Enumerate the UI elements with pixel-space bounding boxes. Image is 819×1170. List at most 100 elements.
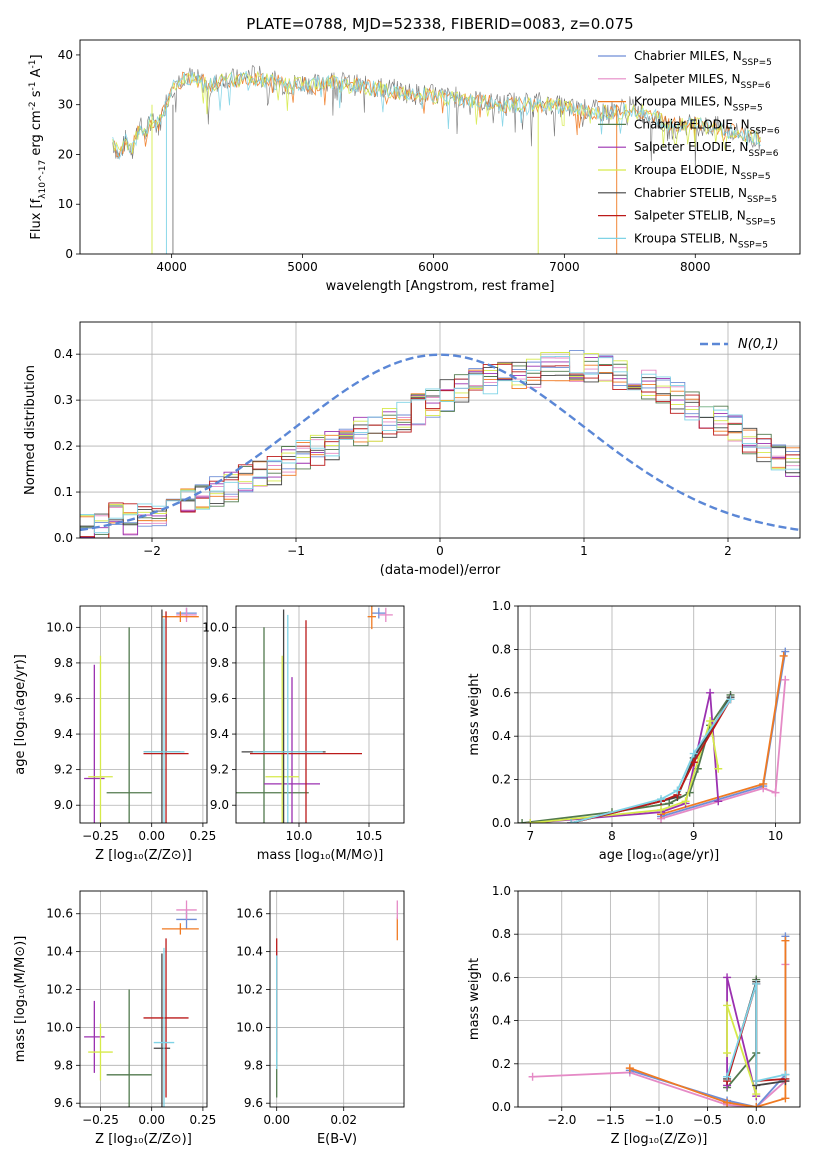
mass-weight-vs-age-marker-6-1 xyxy=(526,819,535,823)
mass-weight-vs-Z-marker-3-3 xyxy=(752,1103,761,1107)
age-vs-mass-ytick-label-0: 9.0 xyxy=(210,798,229,812)
age-vs-mass-plot-area xyxy=(236,606,393,823)
spectrum-panel: 4000 5000 6000 7000 8000 0 10 20 30 40 wavelength … xyxy=(28,39,801,294)
mass-weight-vs-Z-line-3 xyxy=(629,940,787,1107)
residuals-ytick-label-2: 0.2 xyxy=(54,439,73,453)
mass-weight-vs-Z-xtick-label-0: −2.0 xyxy=(547,1113,576,1127)
residuals-ylabel: Normed distribution xyxy=(23,365,38,495)
mass-weight-vs-Z-marker-9-4 xyxy=(781,1070,790,1079)
age-vs-Z-xtick-label-1: 0.00 xyxy=(138,829,165,843)
figure-title: PLATE=0788, MJD=52338, FIBERID=0083, z=0… xyxy=(246,15,633,33)
mass-weight-vs-age-marker-3-3 xyxy=(779,651,788,660)
age-vs-Z-ytick-label-3: 9.6 xyxy=(54,691,73,705)
spectrum-legend-label-6: Kroupa ELODIE, NSSP=5 xyxy=(634,163,771,182)
residuals-xtick-label-4: 2 xyxy=(724,544,732,558)
spectrum-xtick-label-0: 4000 xyxy=(156,260,187,274)
mass-weight-vs-age-marker-5-5 xyxy=(714,797,723,806)
mass-weight-vs-Z-marker-9-1 xyxy=(723,1072,732,1081)
mass-weight-vs-Z-marker-1-1 xyxy=(528,1072,537,1081)
mass-weight-vs-age-ytick-label-4: 0.8 xyxy=(492,642,511,656)
mass-vs-ebv-plot-area xyxy=(276,900,398,1098)
residuals-normal-curve xyxy=(80,353,800,532)
mass-weight-vs-Z-ytick-label-0: 0.0 xyxy=(492,1100,511,1114)
mass-vs-Z-frame xyxy=(79,890,208,1108)
residuals-ytick-label-1: 0.1 xyxy=(54,485,73,499)
residuals-legend-label: N(0,1) xyxy=(738,337,779,352)
spectrum-ytick-label-3: 30 xyxy=(58,98,73,112)
residuals-plot-area xyxy=(80,350,800,538)
mass-weight-vs-Z-ytick-label-4: 0.8 xyxy=(492,927,511,941)
spectrum-legend-label-4: Chabrier ELODIE, NSSP=6 xyxy=(634,117,780,136)
spectrum-model-line-9 xyxy=(112,70,761,161)
mass-weight-vs-age-marker-4-1 xyxy=(518,819,527,823)
mass-weight-vs-Z-panel: −2.0 −1.5 −1.0 −0.5 0.0 0.0 0.2 0.4 0.6 0.8 1.0 Z [… xyxy=(467,884,801,1147)
age-vs-Z-plot-area xyxy=(84,607,199,823)
spectrum-legend-label-7: Chabrier STELIB, NSSP=5 xyxy=(634,186,777,205)
mass-weight-vs-age-marker-2-3 xyxy=(771,788,780,797)
mass-vs-Z-plot-area xyxy=(84,900,199,1107)
age-vs-Z-ytick-label-0: 9.0 xyxy=(54,798,73,812)
age-vs-mass-panel: 10.0 10.5 9.0 9.2 9.4 9.6 9.8 10.0 mass [log₁₀(M… xyxy=(202,605,405,863)
mass-weight-vs-Z-xtick-label-2: −1.0 xyxy=(644,1113,673,1127)
mass-vs-Z-ytick-label-4: 10.4 xyxy=(46,945,73,959)
mass-weight-vs-Z-marker-3-2 xyxy=(723,1098,732,1107)
age-vs-Z-ytick-label-4: 9.8 xyxy=(54,656,73,670)
mass-weight-vs-Z-ytick-label-5: 1.0 xyxy=(492,884,511,898)
mass-vs-Z-panel: −0.25 0.00 0.25 9.6 9.8 10.0 10.2 10.4 10.6 Z [lo… xyxy=(13,890,216,1147)
spectrum-legend-label-5: Salpeter ELODIE, NSSP=6 xyxy=(634,140,779,159)
mass-weight-vs-Z-plot-area xyxy=(528,932,790,1107)
mass-weight-vs-Z-xlabel: Z [log₁₀(Z/Z⊙)] xyxy=(611,1132,708,1147)
mass-weight-vs-age-marker-5-4 xyxy=(706,688,715,697)
mass-vs-Z-xtick-label-1: 0.00 xyxy=(138,1113,165,1127)
spectrum-xtick-label-3: 7000 xyxy=(549,260,580,274)
mass-weight-vs-Z-ytick-label-3: 0.6 xyxy=(492,970,511,984)
age-vs-Z-ytick-label-5: 10.0 xyxy=(46,620,73,634)
mass-weight-vs-age-xlabel: age [log₁₀(age/yr)] xyxy=(599,848,720,863)
mass-weight-vs-age-marker-9-5 xyxy=(726,695,735,704)
mass-weight-vs-Z-marker-3-1 xyxy=(625,1064,634,1073)
mass-weight-vs-age-ytick-label-3: 0.6 xyxy=(492,686,511,700)
mass-weight-vs-age-ytick-label-2: 0.4 xyxy=(492,729,511,743)
spectrum-xtick-label-4: 8000 xyxy=(680,260,711,274)
residuals-panel: −2 −1 0 1 2 0.0 0.1 0.2 0.3 0.4 (data-model)/error… xyxy=(23,321,801,578)
mass-weight-vs-age-marker-1-3 xyxy=(781,647,790,656)
mass-vs-Z-ytick-label-1: 9.8 xyxy=(54,1058,73,1072)
mass-weight-vs-Z-ytick-label-1: 0.2 xyxy=(492,1057,511,1071)
mass-weight-vs-age-ytick-label-5: 1.0 xyxy=(492,599,511,613)
mass-vs-ebv-ytick-label-0: 9.6 xyxy=(244,1096,263,1110)
mass-weight-vs-Z-marker-9-3 xyxy=(752,1077,761,1086)
age-vs-Z-xlabel: Z [log₁₀(Z/Z⊙)] xyxy=(95,848,192,863)
residuals-xtick-label-2: 0 xyxy=(436,544,444,558)
age-vs-Z-frame xyxy=(79,605,208,824)
mass-weight-vs-age-frame xyxy=(517,605,801,824)
spectrum-legend-label-3: Kroupa MILES, NSSP=5 xyxy=(634,95,763,114)
mass-weight-vs-Z-ylabel: mass weight xyxy=(467,958,482,1040)
mass-weight-vs-age-marker-6-5 xyxy=(714,764,723,773)
age-vs-Z-ytick-label-1: 9.2 xyxy=(54,763,73,777)
spectrum-ylabel: Flux [fλ10^-17 erg cm-2 s-1 A-1] xyxy=(28,54,48,239)
mass-weight-vs-Z-marker-3-4 xyxy=(781,1094,790,1103)
age-vs-mass-xtick-label-1: 10.5 xyxy=(356,829,383,843)
mass-vs-ebv-ytick-label-3: 10.2 xyxy=(236,983,263,997)
mass-weight-vs-Z-xtick-label-4: 0.0 xyxy=(747,1113,766,1127)
mass-weight-vs-Z-marker-5-2 xyxy=(723,973,732,982)
mass-vs-ebv-ytick-label-1: 9.8 xyxy=(244,1058,263,1072)
residuals-histogram-9 xyxy=(80,355,800,534)
mass-vs-ebv-frame xyxy=(269,890,405,1108)
age-vs-Z-panel: −0.25 0.00 0.25 9.0 9.2 9.4 9.6 9.8 10.0 Z [log₁₀… xyxy=(13,605,216,863)
residuals-xtick-label-3: 1 xyxy=(580,544,588,558)
spectrum-legend-label-2: Salpeter MILES, NSSP=6 xyxy=(634,72,771,91)
mass-vs-ebv-panel: 0.00 0.02 9.6 9.8 10.0 10.2 10.4 10.6 E(B-V) xyxy=(236,890,405,1147)
mass-vs-ebv-xtick-label-0: 0.00 xyxy=(263,1113,290,1127)
age-vs-Z-ylabel: age [log₁₀(age/yr)] xyxy=(13,654,28,775)
mass-weight-vs-age-marker-9-4 xyxy=(689,749,698,758)
mass-vs-Z-xtick-label-0: −0.25 xyxy=(82,1113,119,1127)
age-vs-mass-ytick-label-5: 10.0 xyxy=(202,620,229,634)
spectrum-ytick-label-0: 0 xyxy=(65,247,73,261)
mass-weight-vs-age-marker-6-3 xyxy=(681,797,690,806)
age-vs-Z-xtick-label-0: −0.25 xyxy=(82,829,119,843)
spectrum-ytick-label-1: 10 xyxy=(58,197,73,211)
residuals-ytick-label-0: 0.0 xyxy=(54,531,73,545)
